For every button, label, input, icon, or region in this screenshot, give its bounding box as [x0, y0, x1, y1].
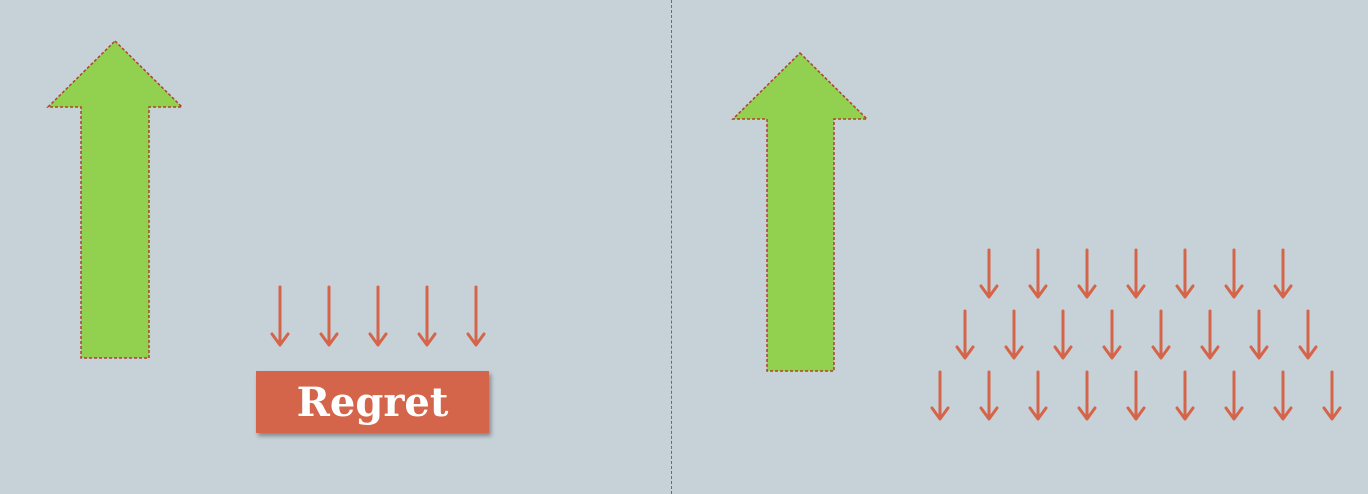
- down-arrow-icon: [270, 285, 290, 347]
- down-arrow-icon: [1053, 309, 1073, 360]
- down-arrow-icon: [1028, 370, 1048, 421]
- up-arrow-icon: [46, 39, 184, 359]
- down-arrow-icon: [417, 285, 437, 347]
- down-arrow-icon: [1028, 248, 1048, 299]
- down-arrow-icon: [1175, 370, 1195, 421]
- down-arrow-icon: [1175, 248, 1195, 299]
- down-arrow-icon: [955, 309, 975, 360]
- down-arrow-icon: [1200, 309, 1220, 360]
- panel-divider: [671, 0, 672, 494]
- left-up-arrow-icon: [46, 39, 184, 359]
- down-arrow-icon: [1298, 309, 1318, 360]
- down-arrow-icon: [979, 370, 999, 421]
- down-arrow-icon: [1102, 309, 1122, 360]
- right-down-arrows: [930, 248, 1342, 421]
- down-arrow-icon: [1224, 370, 1244, 421]
- down-arrow-icon: [1151, 309, 1171, 360]
- down-arrow-icon: [466, 285, 486, 347]
- left-down-arrows: [270, 285, 486, 347]
- down-arrow-icon: [930, 370, 950, 421]
- down-arrow-icon: [1004, 309, 1024, 360]
- down-arrow-icon: [1077, 248, 1097, 299]
- down-arrow-icon: [1224, 248, 1244, 299]
- regret-label-text: Regret: [296, 378, 449, 426]
- regret-label: Regret: [256, 371, 489, 433]
- down-arrow-icon: [1273, 248, 1293, 299]
- down-arrow-icon: [1249, 309, 1269, 360]
- down-arrow-icon: [1273, 370, 1293, 421]
- down-arrow-icon: [1126, 370, 1146, 421]
- down-arrow-icon: [368, 285, 388, 347]
- up-arrow-icon: [731, 51, 869, 372]
- down-arrow-icon: [1077, 370, 1097, 421]
- down-arrow-icon: [1322, 370, 1342, 421]
- right-up-arrow-icon: [731, 51, 869, 372]
- down-arrow-icon: [319, 285, 339, 347]
- down-arrow-icon: [979, 248, 999, 299]
- down-arrow-icon: [1126, 248, 1146, 299]
